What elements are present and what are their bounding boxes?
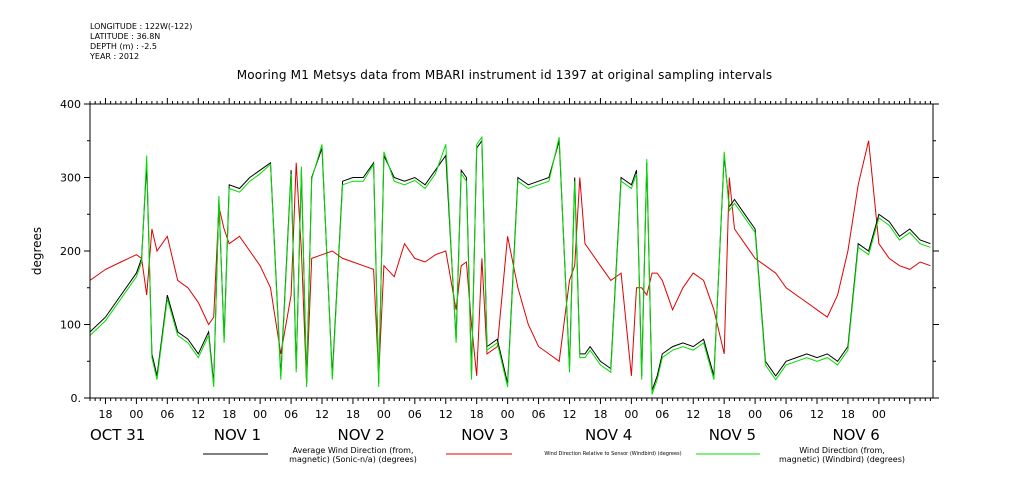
x-tick-label: 18 — [717, 408, 731, 421]
x-tick-label: 00 — [501, 408, 515, 421]
x-tick-label: 06 — [408, 408, 422, 421]
x-tick-label: 12 — [810, 408, 824, 421]
x-tick-label: 06 — [160, 408, 174, 421]
x-tick-label: 12 — [191, 408, 205, 421]
longitude-text: LONGITUDE : 122W(-122) — [90, 22, 193, 31]
x-tick-label: 00 — [624, 408, 638, 421]
x-tick-label: 12 — [315, 408, 329, 421]
x-day-label: NOV 6 — [832, 426, 879, 444]
y-tick-label: 100 — [60, 319, 81, 332]
x-tick-label: 18 — [346, 408, 360, 421]
x-day-label: NOV 4 — [585, 426, 632, 444]
x-tick-label: 06 — [284, 408, 298, 421]
x-tick-label: 00 — [129, 408, 143, 421]
x-day-label: OCT 31 — [90, 426, 145, 444]
series-line-2 — [89, 140, 931, 384]
year-text: YEAR : 2012 — [90, 52, 140, 61]
x-tick-label: 12 — [686, 408, 700, 421]
latitude-text: LATITUDE : 36.8N — [90, 32, 161, 41]
x-tick-label: 06 — [532, 408, 546, 421]
x-day-label: NOV 3 — [461, 426, 508, 444]
chart-title: Mooring M1 Metsys data from MBARI instru… — [236, 68, 773, 82]
metadata-block: LONGITUDE : 122W(-122) LATITUDE : 36.8N … — [90, 22, 192, 62]
y-tick-label: 300 — [60, 172, 81, 185]
x-tick-label: 00 — [377, 408, 391, 421]
x-tick-label: 12 — [563, 408, 577, 421]
x-day-label: NOV 2 — [337, 426, 384, 444]
series-line-3 — [89, 135, 931, 395]
x-tick-label: 06 — [779, 408, 793, 421]
depth-text: DEPTH (m) : -2.5 — [90, 42, 157, 51]
y-tick-label: 0. — [71, 392, 82, 405]
x-tick-label: 00 — [872, 408, 886, 421]
x-tick-label: 12 — [439, 408, 453, 421]
x-day-label: NOV 5 — [709, 426, 756, 444]
y-tick-label: 200 — [60, 245, 81, 258]
x-tick-label: 18 — [841, 408, 855, 421]
x-tick-label: 18 — [98, 408, 112, 421]
x-tick-label: 00 — [253, 408, 267, 421]
x-tick-label: 18 — [470, 408, 484, 421]
y-axis-label: degrees — [30, 227, 44, 275]
x-tick-label: 18 — [222, 408, 236, 421]
y-tick-label: 400 — [60, 98, 81, 111]
x-tick-label: 06 — [655, 408, 669, 421]
x-tick-label: 18 — [593, 408, 607, 421]
x-tick-label: 00 — [748, 408, 762, 421]
x-day-label: NOV 1 — [214, 426, 261, 444]
